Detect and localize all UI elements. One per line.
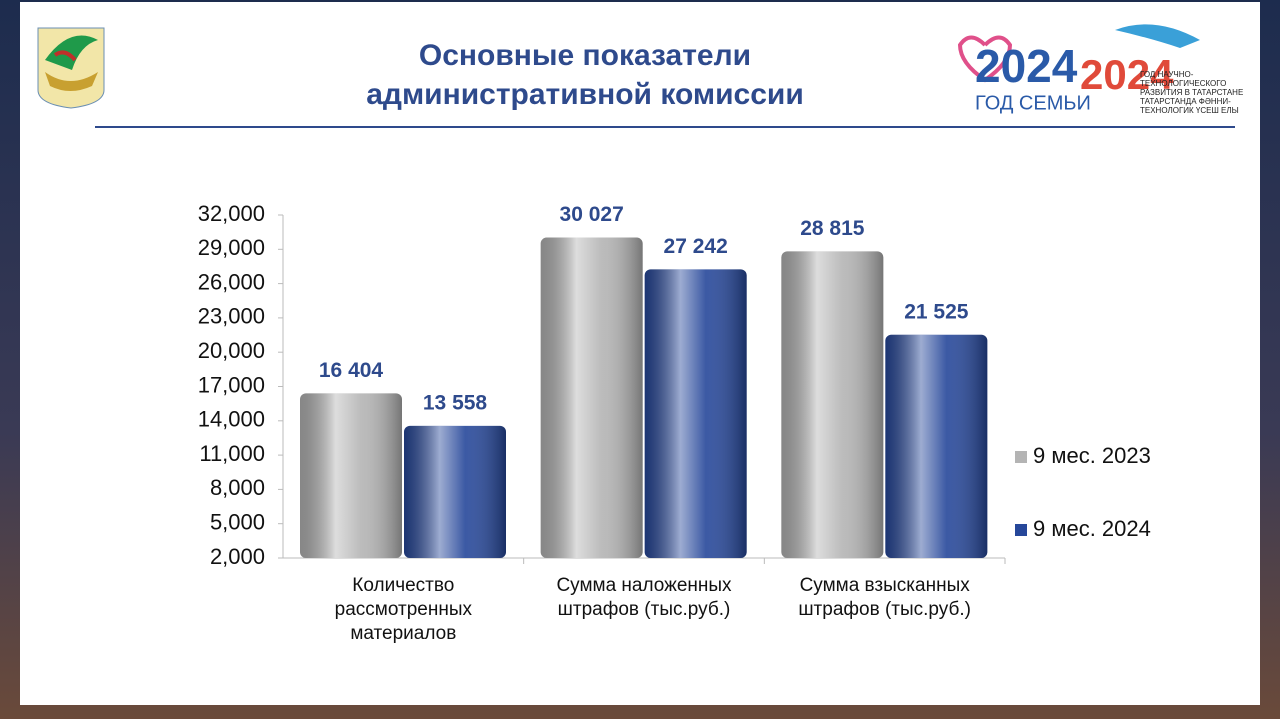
value-label: 27 242 [664, 235, 728, 258]
value-label: 21 525 [904, 300, 969, 323]
y-tick-label: 23,000 [198, 304, 265, 329]
y-tick-label: 29,000 [198, 235, 265, 260]
bar-highlight [781, 251, 884, 558]
y-tick-label: 17,000 [198, 372, 265, 397]
coat-of-arms [37, 27, 105, 109]
logo-year: 2024 [1080, 51, 1174, 98]
legend-label: 9 мес. 2023 [1033, 443, 1151, 468]
x-tick-label: Сумма наложенных штрафов (тыс.руб.) [556, 575, 732, 620]
value-label: 30 027 [560, 203, 624, 226]
bird-icon [1115, 24, 1200, 48]
bar-highlight [540, 237, 643, 558]
logo-caption: ГОД НАУЧНО-ТЕХНОЛОГИЧЕСКОГО РАЗВИТИЯ В Т… [1140, 70, 1244, 97]
logo-caption: ГОД СЕМЬИ [975, 92, 1091, 114]
legend-label: 9 мес. 2024 [1033, 516, 1151, 541]
bar-highlight [404, 425, 506, 558]
logo-caption: ТАТАРСТАНДА ФӘННИ-ТЕХНОЛОГИК ҮСЕШ ЕЛЫ [1140, 97, 1239, 115]
y-tick-label: 20,000 [198, 338, 265, 363]
bar-highlight [300, 393, 402, 558]
x-tick-label: Сумма взысканных штрафов (тыс.руб.) [798, 575, 971, 620]
legend-swatch [1015, 524, 1027, 536]
x-tick-label: Количество рассмотренных материалов [334, 575, 472, 644]
logo-year: 2024 [975, 40, 1078, 92]
y-tick-label: 14,000 [198, 407, 265, 432]
legend-swatch [1015, 451, 1027, 463]
chart-title: Основные показатели административной ком… [366, 39, 804, 111]
value-label: 28 815 [800, 217, 865, 240]
value-label: 16 404 [319, 359, 384, 382]
heart-icon [957, 35, 1013, 83]
y-tick-label: 11,000 [199, 441, 265, 466]
bar-highlight [644, 269, 747, 558]
y-tick-label: 5,000 [210, 510, 265, 535]
logo-caption-box: ГОД НАУЧНО-ТЕХНОЛОГИЧЕСКОГО РАЗВИТИЯ В Т… [1140, 70, 1244, 115]
bar-highlight [885, 334, 988, 558]
y-tick-label: 26,000 [198, 269, 265, 294]
value-label: 13 558 [423, 391, 488, 414]
y-tick-label: 32,000 [198, 201, 265, 226]
y-tick-label: 8,000 [210, 475, 265, 500]
y-tick-label: 2,000 [210, 544, 265, 569]
